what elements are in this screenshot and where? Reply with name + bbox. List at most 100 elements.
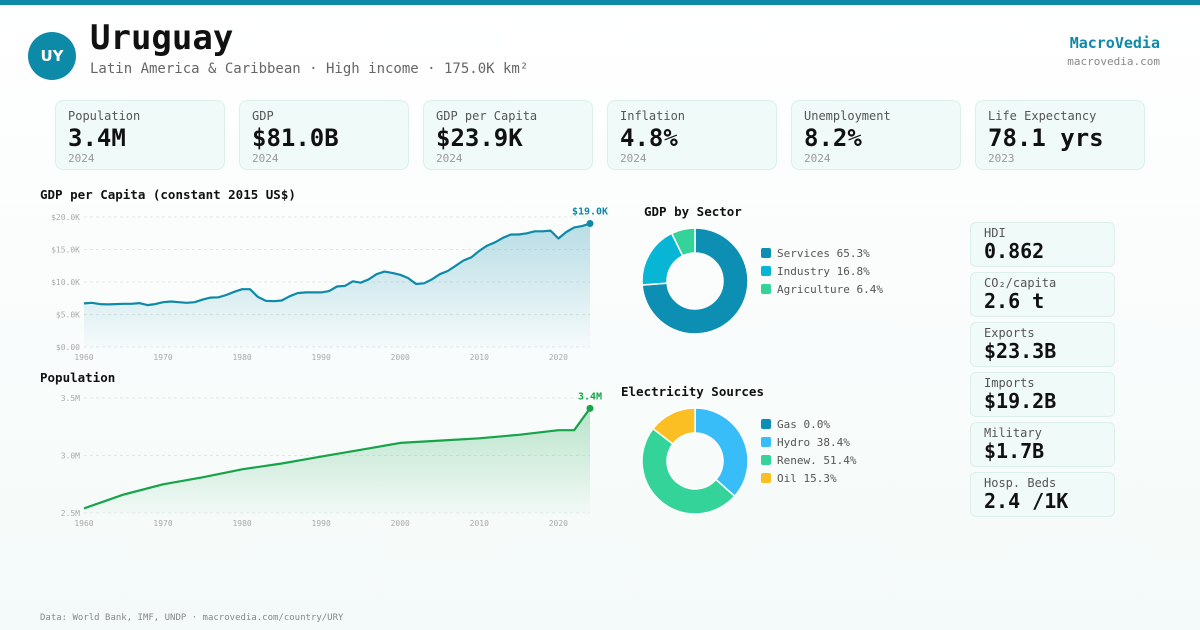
donut-slice-hydro bbox=[694, 407, 749, 498]
stat-year: 2024 bbox=[804, 152, 831, 165]
side-stat-value: 0.862 bbox=[984, 239, 1045, 263]
legend-item: Oil 15.3% bbox=[761, 469, 856, 487]
y-tick-label: $0.00 bbox=[56, 343, 80, 352]
y-tick-label: 2.5M bbox=[61, 509, 80, 518]
stat-label: GDP bbox=[252, 109, 274, 123]
gdp-chart-title: GDP per Capita (constant 2015 US$) bbox=[40, 187, 296, 202]
stat-card-life-expectancy: Life Expectancy 78.1 yrs 2023 bbox=[975, 100, 1145, 170]
electricity-sources-donut bbox=[641, 407, 749, 515]
stat-value: 4.8% bbox=[620, 124, 678, 152]
side-stat-co2: CO₂/capita 2.6 t bbox=[970, 272, 1115, 317]
y-tick-label: $5.0K bbox=[56, 311, 80, 320]
x-tick-label: 2000 bbox=[391, 519, 410, 528]
x-tick-label: 1980 bbox=[232, 519, 251, 528]
y-tick-label: $20.0K bbox=[51, 213, 80, 222]
stat-value: 78.1 yrs bbox=[988, 124, 1104, 152]
series-area bbox=[84, 408, 590, 513]
country-title: Uruguay bbox=[90, 18, 234, 58]
x-tick-label: 1980 bbox=[232, 353, 251, 362]
legend-swatch bbox=[761, 437, 771, 447]
stat-year: 2024 bbox=[436, 152, 463, 165]
side-stat-value: 2.4 /1K bbox=[984, 489, 1069, 513]
side-stat-value: 2.6 t bbox=[984, 289, 1045, 313]
side-stat-exports: Exports $23.3B bbox=[970, 322, 1115, 367]
gdp-by-sector-donut bbox=[641, 227, 749, 335]
legend-swatch bbox=[761, 248, 771, 258]
side-stat-value: $1.7B bbox=[984, 439, 1045, 463]
legend-swatch bbox=[761, 473, 771, 483]
stat-card-unemployment: Unemployment 8.2% 2024 bbox=[791, 100, 961, 170]
side-stat-label: HDI bbox=[984, 226, 1006, 240]
side-stat-value: $19.2B bbox=[984, 389, 1057, 413]
legend-label: Industry 16.8% bbox=[777, 264, 870, 278]
stat-year: 2024 bbox=[252, 152, 279, 165]
legend-label: Hydro 38.4% bbox=[777, 435, 850, 449]
stat-label: GDP per Capita bbox=[436, 109, 538, 123]
x-tick-label: 1970 bbox=[153, 519, 172, 528]
x-tick-label: 2010 bbox=[470, 519, 489, 528]
legend-label: Services 65.3% bbox=[777, 246, 870, 260]
x-tick-label: 1960 bbox=[74, 519, 93, 528]
side-stat-label: Imports bbox=[984, 376, 1035, 390]
x-tick-label: 2010 bbox=[470, 353, 489, 362]
electricity-chart-title: Electricity Sources bbox=[621, 384, 764, 399]
donut-slice-agriculture bbox=[670, 227, 696, 257]
stat-value: 8.2% bbox=[804, 124, 862, 152]
sector-chart-title: GDP by Sector bbox=[644, 204, 742, 219]
legend-swatch bbox=[761, 455, 771, 465]
legend-label: Renew. 51.4% bbox=[777, 453, 857, 467]
brand-url[interactable]: macrovedia.com bbox=[1067, 55, 1160, 68]
side-stat-hospital-beds: Hosp. Beds 2.4 /1K bbox=[970, 472, 1115, 517]
population-chart-title: Population bbox=[40, 370, 116, 385]
legend-item: Renew. 51.4% bbox=[761, 451, 856, 469]
end-value-label: $19.0K bbox=[572, 207, 608, 218]
stat-card-population: Population 3.4M 2024 bbox=[55, 100, 225, 170]
x-tick-label: 1990 bbox=[312, 353, 331, 362]
side-stat-imports: Imports $19.2B bbox=[970, 372, 1115, 417]
top-accent-bar bbox=[0, 0, 1200, 5]
x-tick-label: 1990 bbox=[312, 519, 331, 528]
country-code-badge: UY bbox=[28, 32, 76, 80]
stat-label: Inflation bbox=[620, 109, 686, 123]
sector-legend: Services 65.3% Industry 16.8% Agricultur… bbox=[761, 244, 883, 298]
legend-item: Hydro 38.4% bbox=[761, 433, 856, 451]
series-area bbox=[84, 223, 590, 347]
end-point bbox=[586, 220, 594, 227]
stat-label: Population bbox=[68, 109, 141, 123]
side-stat-label: Military bbox=[984, 426, 1042, 440]
x-tick-label: 2020 bbox=[549, 353, 568, 362]
legend-item: Services 65.3% bbox=[761, 244, 883, 262]
legend-label: Agriculture 6.4% bbox=[777, 282, 883, 296]
end-value-label: 3.4M bbox=[578, 391, 602, 402]
legend-swatch bbox=[761, 419, 771, 429]
legend-label: Oil 15.3% bbox=[777, 471, 837, 485]
stat-card-gdp: GDP $81.0B 2024 bbox=[239, 100, 409, 170]
stat-card-gdp-per-capita: GDP per Capita $23.9K 2024 bbox=[423, 100, 593, 170]
y-tick-label: $15.0K bbox=[51, 246, 80, 255]
x-tick-label: 2020 bbox=[549, 519, 568, 528]
side-stat-hdi: HDI 0.862 bbox=[970, 222, 1115, 267]
donut-slice-oil bbox=[651, 407, 696, 445]
side-stat-military: Military $1.7B bbox=[970, 422, 1115, 467]
footer-source: Data: World Bank, IMF, UNDP · macrovedia… bbox=[40, 613, 344, 623]
stat-year: 2024 bbox=[620, 152, 647, 165]
legend-item: Gas 0.0% bbox=[761, 415, 856, 433]
y-tick-label: 3.0M bbox=[61, 452, 80, 461]
legend-label: Gas 0.0% bbox=[777, 417, 830, 431]
gdp-per-capita-chart: $0.00 $5.0K $10.0K $15.0K $20.0K 1960 1970 1980… bbox=[51, 207, 608, 363]
legend-swatch bbox=[761, 266, 771, 276]
donut-slice-services bbox=[641, 227, 749, 335]
legend-item: Agriculture 6.4% bbox=[761, 280, 883, 298]
end-point bbox=[586, 404, 594, 412]
country-subtitle: Latin America & Caribbean · High income … bbox=[90, 61, 529, 77]
side-stat-label: Hosp. Beds bbox=[984, 476, 1057, 490]
y-tick-label: 3.5M bbox=[61, 394, 80, 403]
x-tick-label: 1970 bbox=[153, 353, 172, 362]
stat-label: Unemployment bbox=[804, 109, 891, 123]
stat-value: 3.4M bbox=[68, 124, 126, 152]
stat-year: 2024 bbox=[68, 152, 95, 165]
side-stat-label: Exports bbox=[984, 326, 1035, 340]
stat-value: $81.0B bbox=[252, 124, 339, 152]
brand-name[interactable]: MacroVedia bbox=[1069, 34, 1160, 52]
donut-slice-renew bbox=[641, 427, 736, 515]
